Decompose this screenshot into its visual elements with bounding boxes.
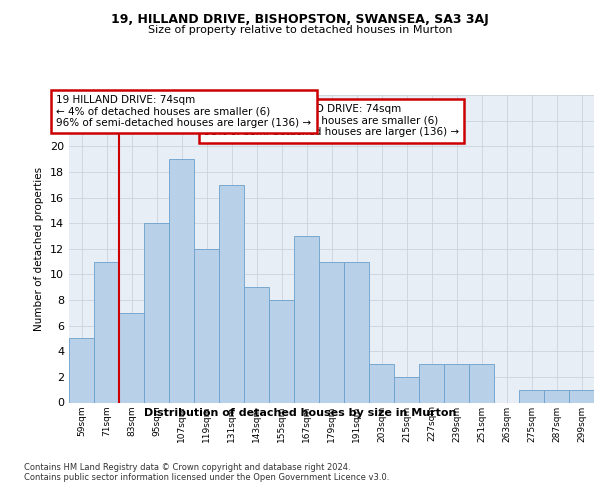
- Bar: [419, 364, 444, 403]
- Bar: [169, 159, 194, 402]
- Bar: [294, 236, 319, 402]
- Bar: [469, 364, 494, 403]
- Text: Distribution of detached houses by size in Murton: Distribution of detached houses by size …: [144, 408, 456, 418]
- Bar: [219, 184, 244, 402]
- Bar: [344, 262, 369, 402]
- Text: 19 HILLAND DRIVE: 74sqm
← 4% of detached houses are smaller (6)
96% of semi-deta: 19 HILLAND DRIVE: 74sqm ← 4% of detached…: [204, 104, 459, 138]
- Bar: [444, 364, 469, 403]
- Bar: [144, 223, 169, 402]
- Bar: [269, 300, 294, 402]
- Bar: [569, 390, 594, 402]
- Text: Size of property relative to detached houses in Murton: Size of property relative to detached ho…: [148, 25, 452, 35]
- Text: Contains HM Land Registry data © Crown copyright and database right 2024.: Contains HM Land Registry data © Crown c…: [24, 462, 350, 471]
- Text: 19, HILLAND DRIVE, BISHOPSTON, SWANSEA, SA3 3AJ: 19, HILLAND DRIVE, BISHOPSTON, SWANSEA, …: [111, 12, 489, 26]
- Bar: [94, 262, 119, 402]
- Bar: [319, 262, 344, 402]
- Bar: [369, 364, 394, 403]
- Bar: [394, 377, 419, 402]
- Bar: [194, 248, 219, 402]
- Text: 19 HILLAND DRIVE: 74sqm
← 4% of detached houses are smaller (6)
96% of semi-deta: 19 HILLAND DRIVE: 74sqm ← 4% of detached…: [56, 95, 311, 128]
- Bar: [244, 287, 269, 403]
- Bar: [119, 313, 144, 402]
- Bar: [544, 390, 569, 402]
- Bar: [519, 390, 544, 402]
- Text: Contains public sector information licensed under the Open Government Licence v3: Contains public sector information licen…: [24, 472, 389, 482]
- Bar: [69, 338, 94, 402]
- Y-axis label: Number of detached properties: Number of detached properties: [34, 166, 44, 331]
